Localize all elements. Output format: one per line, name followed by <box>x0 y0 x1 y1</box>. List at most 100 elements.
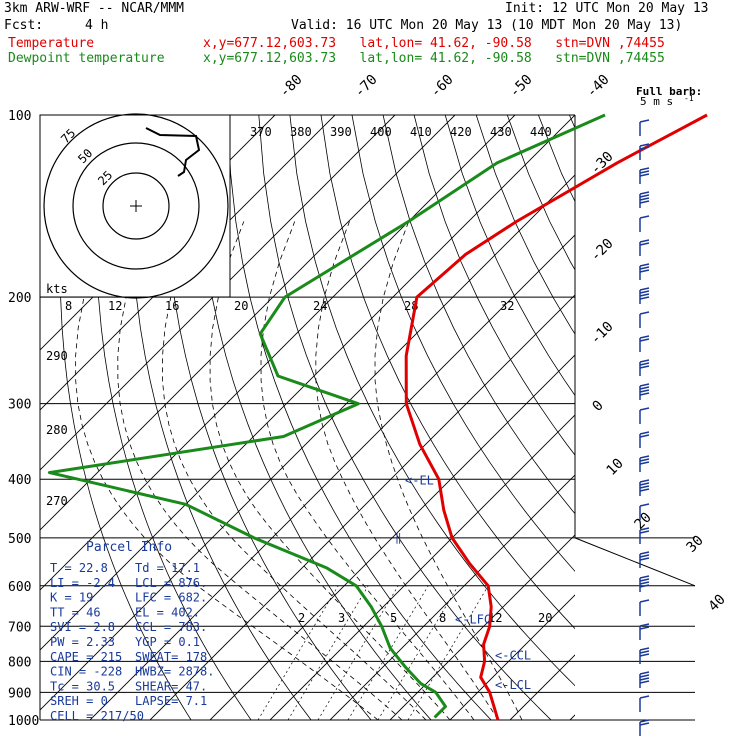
dry-adiabat <box>569 115 575 129</box>
wind-barb-flag <box>639 365 650 369</box>
isotherm-line <box>40 115 575 651</box>
dry-adiabat <box>95 115 252 720</box>
mixing-ratio-line <box>347 585 429 720</box>
isotherm-label: -10 <box>588 319 617 348</box>
wind-barb-flag <box>639 530 650 534</box>
pressure-tick-label: 200 <box>8 291 31 306</box>
wind-barb-flag <box>639 386 650 390</box>
wind-barb-flag <box>639 263 650 267</box>
dry-adiabat <box>289 115 575 687</box>
moist-adiabat <box>209 221 451 720</box>
moist-adiabat <box>374 221 523 720</box>
pressure-tick-label: 100 <box>8 109 31 124</box>
pressure-tick-label: 500 <box>8 532 31 547</box>
isotherm-label: -70 <box>352 72 381 101</box>
mixing-ratio-label: 20 <box>538 611 552 625</box>
wind-barb-flag <box>639 557 650 561</box>
dry-adiabat <box>227 115 492 720</box>
isotherm-label: -50 <box>507 72 536 101</box>
pressure-tick-label: 300 <box>8 398 31 413</box>
dewpoint-location: x,y=677.12,603.73 lat,lon= 41.62, -90.58… <box>203 51 665 66</box>
parcel-info-left: TT = 46 <box>50 605 101 619</box>
wind-barb-flag <box>639 722 650 726</box>
dry-adiabat <box>632 115 740 720</box>
valid-time: Valid: 16 UTC Mon 20 May 13 (10 MDT Mon … <box>291 18 683 33</box>
frame-slant <box>574 537 696 587</box>
wind-barb-flag <box>639 458 650 462</box>
wind-barb-flag <box>639 194 650 198</box>
mixing-ratio-line <box>377 585 459 720</box>
wind-barb-flag <box>639 584 650 588</box>
level-marker: <-LCL <box>495 678 531 692</box>
wind-barb-flag <box>639 287 650 291</box>
theta-label: 430 <box>490 125 512 139</box>
moist-adiabat <box>315 221 499 720</box>
dry-adiabat <box>601 115 740 720</box>
pressure-tick-label: 1000 <box>8 714 39 729</box>
wind-barb-flag <box>639 191 650 195</box>
pressure-tick-label: 600 <box>8 580 31 595</box>
speed-tick-label: 20 <box>234 299 248 313</box>
wind-barb-flag <box>639 143 650 147</box>
parcel-info-right: EL = 402. <box>135 605 200 619</box>
level-marker: <-LFC <box>455 612 491 626</box>
theta-left-label: 270 <box>46 494 68 508</box>
mixing-ratio-line <box>287 585 369 720</box>
wind-barb-flag <box>639 173 650 177</box>
wind-barb-flag <box>639 455 650 459</box>
mixing-ratio-label: 8 <box>439 611 446 625</box>
isotherm-line <box>89 234 575 720</box>
wind-barb-flag <box>639 581 650 585</box>
wind-barb-flag <box>639 680 650 684</box>
wind-barb-flag <box>639 242 650 246</box>
isotherm-label: 30 <box>684 533 707 556</box>
dry-adiabat <box>130 115 312 720</box>
wind-barb-flag <box>639 431 650 435</box>
isotherm-label: -20 <box>588 236 617 265</box>
isotherm-line <box>329 474 575 720</box>
theta-label: 380 <box>290 125 312 139</box>
wind-barb-flag <box>639 626 650 630</box>
wind-barb-flag <box>639 383 650 387</box>
hodograph-ring <box>102 172 170 240</box>
mixing-ratio-label: 5 <box>390 611 397 625</box>
wind-barb-flag <box>639 170 650 174</box>
forecast-label: Fcst: <box>4 18 44 33</box>
isotherm-label: 40 <box>706 592 729 615</box>
dry-adiabat <box>59 115 192 720</box>
wind-barb-flag <box>639 647 650 651</box>
model-title: 3km ARW-WRF -- NCAR/MMM <box>4 1 185 16</box>
hodograph-ring <box>43 113 229 299</box>
wind-barb-flag <box>639 362 650 366</box>
pressure-tick-label: 400 <box>8 473 31 488</box>
parcel-info-left: CAPE = 215 <box>50 650 122 664</box>
temperature-legend: Temperature <box>8 36 95 51</box>
wind-barb-flag <box>639 503 650 507</box>
wind-barb-flag <box>639 554 650 558</box>
isotherm-line <box>40 115 336 411</box>
wind-barb-flag <box>639 266 650 270</box>
wind-barb-flag <box>639 434 650 438</box>
hodograph-kts-label: kts <box>46 282 68 296</box>
wind-barb-flag <box>639 719 650 723</box>
parcel-info-right: LAPSE= 7.1 <box>135 694 207 708</box>
wind-barb-flag <box>639 671 650 675</box>
wind-barb-flag <box>639 311 650 315</box>
wind-barb-flag <box>639 488 650 492</box>
wind-barb-flag <box>639 239 650 243</box>
parcel-info-right: LFC = 682. <box>135 591 207 605</box>
speed-tick-label: 12 <box>108 299 122 313</box>
dry-adiabat <box>663 115 740 720</box>
isotherm-line <box>209 354 575 720</box>
hodograph-ring <box>72 142 200 270</box>
theta-label: 420 <box>450 125 472 139</box>
hodograph-trace <box>145 127 201 177</box>
speed-tick-label: 16 <box>165 299 179 313</box>
wind-barb-flag <box>639 653 650 657</box>
wind-barb-flag <box>639 392 650 396</box>
dry-adiabat <box>163 115 372 720</box>
mixing-ratio-line <box>317 585 399 720</box>
wind-barb-flag <box>639 650 650 654</box>
parcel-info-left: T = 22.8 <box>50 561 108 575</box>
isotherm-line <box>40 115 456 531</box>
